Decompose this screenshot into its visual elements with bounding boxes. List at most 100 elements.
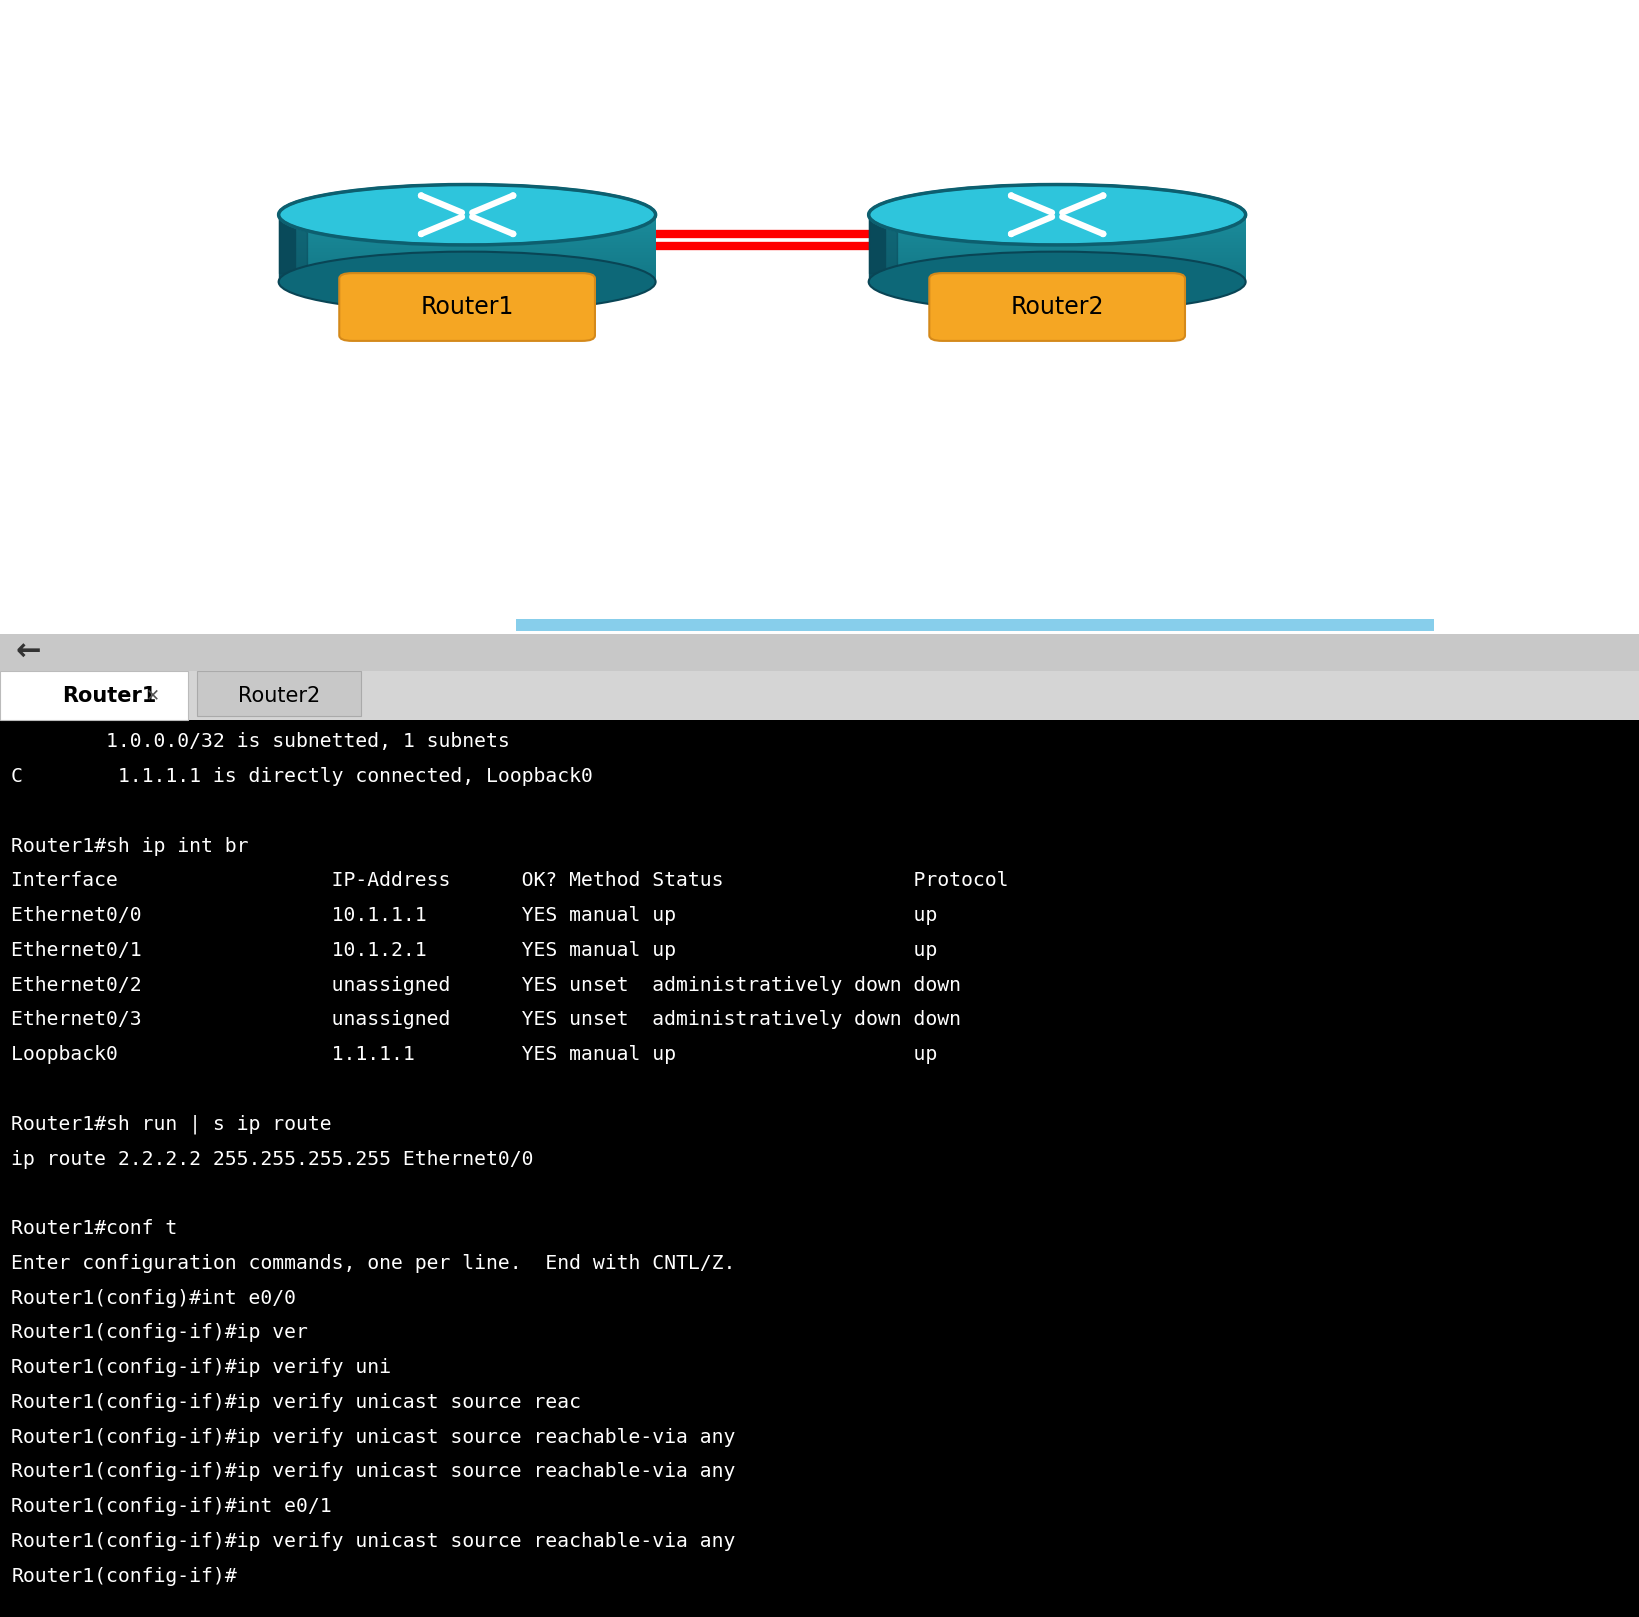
Bar xyxy=(279,228,656,230)
FancyBboxPatch shape xyxy=(929,273,1185,341)
Bar xyxy=(279,262,656,265)
Text: Ethernet0/0                10.1.1.1        YES manual up                    up: Ethernet0/0 10.1.1.1 YES manual up up xyxy=(11,906,938,925)
Bar xyxy=(869,228,1246,230)
Bar xyxy=(279,246,656,249)
Bar xyxy=(869,222,1246,223)
Text: Interface                  IP-Address      OK? Method Status                Prot: Interface IP-Address OK? Method Status P… xyxy=(11,872,1010,891)
Ellipse shape xyxy=(279,184,656,244)
Bar xyxy=(279,252,656,255)
Bar xyxy=(869,217,1246,220)
Ellipse shape xyxy=(279,252,656,312)
Text: ip route 2.2.2.2 255.255.255.255 Ethernet0/0: ip route 2.2.2.2 255.255.255.255 Etherne… xyxy=(11,1150,534,1169)
Bar xyxy=(279,249,656,252)
Bar xyxy=(279,225,656,226)
Bar xyxy=(869,225,1246,226)
Bar xyxy=(869,255,1246,259)
Bar xyxy=(869,260,1246,264)
Bar xyxy=(279,234,656,236)
Text: Loopback0                  1.1.1.1         YES manual up                    up: Loopback0 1.1.1.1 YES manual up up xyxy=(11,1045,938,1064)
Bar xyxy=(279,239,656,241)
Text: Ethernet0/3                unassigned      YES unset  administratively down down: Ethernet0/3 unassigned YES unset adminis… xyxy=(11,1011,962,1030)
Bar xyxy=(869,239,1246,241)
Text: ←: ← xyxy=(15,639,41,668)
Bar xyxy=(279,265,656,267)
Bar xyxy=(869,272,1246,273)
Bar xyxy=(279,278,656,280)
Bar xyxy=(279,273,656,275)
Bar xyxy=(869,249,1246,252)
Bar xyxy=(279,236,656,238)
Bar xyxy=(279,251,656,254)
Bar xyxy=(516,619,1434,631)
Bar xyxy=(279,270,656,272)
Bar xyxy=(279,241,656,243)
Text: ✕: ✕ xyxy=(146,687,159,705)
Bar xyxy=(869,270,1246,272)
Bar xyxy=(279,243,656,244)
Bar xyxy=(0,671,188,720)
Bar xyxy=(869,233,1246,234)
Bar xyxy=(869,251,1246,254)
Bar xyxy=(869,267,1246,268)
Bar xyxy=(0,671,1639,720)
Bar xyxy=(279,215,656,218)
FancyBboxPatch shape xyxy=(339,273,595,341)
Bar xyxy=(279,280,656,281)
Bar xyxy=(279,277,656,278)
Bar xyxy=(869,236,1246,238)
Text: Router1(config-if)#ip verify unicast source reachable-via any: Router1(config-if)#ip verify unicast sou… xyxy=(11,1531,736,1551)
Text: Router1(config-if)#: Router1(config-if)# xyxy=(11,1567,238,1586)
Text: 1.0.0.0/32 is subnetted, 1 subnets: 1.0.0.0/32 is subnetted, 1 subnets xyxy=(11,733,510,752)
Bar xyxy=(0,634,1639,671)
Text: Router2: Router2 xyxy=(1010,294,1105,319)
Bar xyxy=(279,275,656,277)
Text: Ethernet0/2                unassigned      YES unset  administratively down down: Ethernet0/2 unassigned YES unset adminis… xyxy=(11,975,962,994)
Bar xyxy=(869,278,1246,280)
Text: Router1#conf t: Router1#conf t xyxy=(11,1219,177,1239)
Text: Router1: Router1 xyxy=(62,686,157,705)
Bar xyxy=(869,244,1246,247)
Bar xyxy=(869,241,1246,243)
Ellipse shape xyxy=(869,184,1246,244)
Bar xyxy=(279,217,656,220)
Text: Ethernet0/1                10.1.2.1        YES manual up                    up: Ethernet0/1 10.1.2.1 YES manual up up xyxy=(11,941,938,960)
Bar xyxy=(869,226,1246,228)
Bar xyxy=(279,233,656,234)
Text: Router1#sh ip int br: Router1#sh ip int br xyxy=(11,836,249,855)
Bar xyxy=(279,254,656,257)
Bar xyxy=(279,223,656,225)
Bar xyxy=(279,257,656,260)
Bar xyxy=(869,215,1246,218)
Bar xyxy=(279,215,656,281)
Bar xyxy=(279,267,656,268)
Ellipse shape xyxy=(869,252,1246,312)
Bar xyxy=(869,275,1246,277)
Bar xyxy=(279,272,656,273)
Bar xyxy=(869,243,1246,244)
Text: Router1(config-if)#ip verify uni: Router1(config-if)#ip verify uni xyxy=(11,1358,392,1378)
Text: Router1(config-if)#ip verify unicast source reachable-via any: Router1(config-if)#ip verify unicast sou… xyxy=(11,1462,736,1481)
Text: C        1.1.1.1 is directly connected, Loopback0: C 1.1.1.1 is directly connected, Loopbac… xyxy=(11,766,593,786)
Bar xyxy=(869,218,1246,222)
Text: Router1(config-if)#ip ver: Router1(config-if)#ip ver xyxy=(11,1323,308,1342)
Bar xyxy=(279,238,656,239)
Bar xyxy=(869,230,1246,231)
Bar xyxy=(869,252,1246,255)
Bar xyxy=(869,257,1246,260)
Bar xyxy=(869,265,1246,267)
Bar xyxy=(279,247,656,251)
Bar xyxy=(869,234,1246,236)
Bar xyxy=(279,226,656,228)
Text: Router1(config)#int e0/0: Router1(config)#int e0/0 xyxy=(11,1289,297,1308)
Bar xyxy=(869,247,1246,251)
Bar xyxy=(279,222,656,223)
Text: Router1: Router1 xyxy=(421,294,513,319)
Bar xyxy=(869,213,1246,217)
Text: Router1(config-if)#ip verify unicast source reachable-via any: Router1(config-if)#ip verify unicast sou… xyxy=(11,1428,736,1447)
Bar xyxy=(869,231,1246,233)
Bar xyxy=(279,255,656,259)
Bar xyxy=(869,254,1246,257)
Bar xyxy=(869,259,1246,262)
Bar xyxy=(197,671,361,716)
Bar xyxy=(869,277,1246,278)
